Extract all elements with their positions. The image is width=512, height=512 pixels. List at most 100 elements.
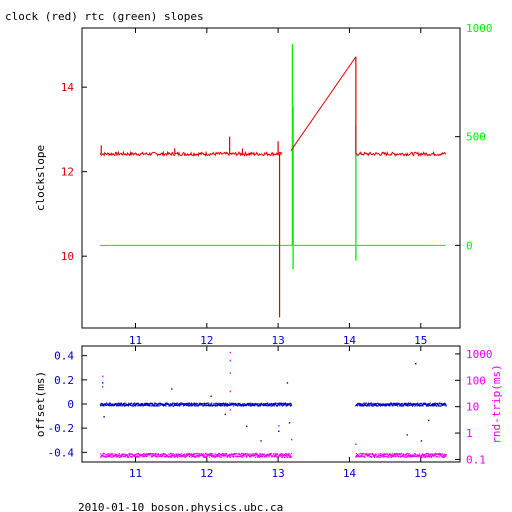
offset-point bbox=[112, 403, 114, 405]
offset-point bbox=[391, 403, 393, 405]
offset-point bbox=[134, 402, 136, 404]
rndtrip-point bbox=[280, 455, 282, 457]
offset-point bbox=[229, 403, 232, 405]
rndtrip-point bbox=[231, 454, 234, 456]
rndtrip-point bbox=[420, 454, 422, 456]
offset-point bbox=[240, 405, 242, 407]
offset-point bbox=[234, 402, 236, 405]
rndtrip-point bbox=[208, 456, 211, 458]
clock-series-line bbox=[355, 150, 447, 157]
rndtrip-point bbox=[360, 453, 363, 455]
rndtrip-point bbox=[399, 454, 401, 456]
offset-point bbox=[189, 403, 192, 405]
offset-point bbox=[176, 404, 178, 407]
rndtrip-point bbox=[152, 456, 154, 458]
rndtrip-point bbox=[221, 453, 223, 455]
offset-point bbox=[139, 405, 141, 407]
offset-point bbox=[257, 403, 259, 405]
offset-point bbox=[249, 403, 251, 405]
offset-point bbox=[441, 404, 443, 406]
rndtrip-point bbox=[431, 455, 433, 458]
rndtrip-point bbox=[363, 453, 365, 455]
rndtrip-point bbox=[270, 452, 272, 455]
offset-point bbox=[202, 403, 205, 405]
offset-point bbox=[438, 405, 440, 407]
rndtrip-point bbox=[222, 455, 224, 457]
offset-point bbox=[149, 404, 151, 406]
rndtrip-point bbox=[381, 455, 383, 458]
rndtrip-point bbox=[276, 453, 278, 455]
rndtrip-point bbox=[246, 455, 248, 457]
offset-point bbox=[363, 405, 365, 407]
offset-point bbox=[174, 403, 176, 405]
rndtrip-point bbox=[231, 453, 233, 455]
offset-point bbox=[387, 403, 389, 405]
offset-point bbox=[380, 404, 382, 406]
offset-point bbox=[109, 402, 112, 404]
rndtrip-point bbox=[137, 455, 139, 458]
offset-point bbox=[157, 404, 159, 406]
rndtrip-point bbox=[376, 456, 378, 458]
offset-point bbox=[249, 405, 252, 407]
rndtrip-point bbox=[186, 454, 189, 456]
rndtrip-point bbox=[226, 456, 228, 458]
rndtrip-point bbox=[389, 453, 391, 455]
offset-point bbox=[431, 403, 433, 406]
rndtrip-point bbox=[208, 453, 210, 455]
rndtrip-point bbox=[218, 453, 220, 455]
offset-point bbox=[412, 404, 414, 407]
offset-point bbox=[398, 403, 401, 405]
rndtrip-point bbox=[278, 456, 280, 458]
offset-point bbox=[414, 403, 416, 405]
rndtrip-point bbox=[139, 455, 141, 457]
rndtrip-point bbox=[136, 453, 138, 455]
offset-point bbox=[116, 403, 118, 405]
offset-point bbox=[375, 404, 377, 406]
rndtrip-point bbox=[288, 453, 290, 455]
rndtrip-point bbox=[190, 456, 192, 458]
rndtrip-point bbox=[208, 454, 210, 456]
offset-point bbox=[187, 404, 189, 406]
rndtrip-point bbox=[170, 455, 172, 457]
rndtrip-point bbox=[133, 454, 135, 456]
rndtrip-point bbox=[237, 453, 240, 455]
rndtrip-point bbox=[137, 455, 139, 457]
offset-point bbox=[140, 403, 143, 405]
rndtrip-point bbox=[364, 454, 366, 456]
rndtrip-point bbox=[217, 455, 219, 457]
rndtrip-point bbox=[204, 456, 206, 458]
rndtrip-point bbox=[285, 454, 287, 457]
rndtrip-point bbox=[421, 456, 423, 458]
offset-point bbox=[220, 405, 222, 407]
offset-point bbox=[157, 405, 159, 407]
rndtrip-point bbox=[254, 454, 256, 457]
rndtrip-point bbox=[356, 454, 358, 457]
rndtrip-point bbox=[382, 453, 384, 455]
rndtrip-point bbox=[138, 456, 141, 458]
offset-point bbox=[236, 403, 238, 406]
offset-point bbox=[178, 402, 180, 405]
rndtrip-point bbox=[109, 453, 111, 455]
rndtrip-point bbox=[150, 453, 152, 455]
offset-point bbox=[102, 403, 104, 405]
rndtrip-point bbox=[192, 456, 195, 458]
offset-point bbox=[137, 405, 139, 407]
offset-point bbox=[412, 403, 414, 406]
rndtrip-point bbox=[205, 452, 207, 455]
rndtrip-point bbox=[249, 453, 251, 455]
offset-point bbox=[219, 403, 221, 406]
offset-point bbox=[415, 404, 417, 406]
rndtrip-point bbox=[443, 456, 445, 458]
rndtrip-point bbox=[367, 455, 369, 457]
rndtrip-point bbox=[194, 455, 196, 458]
rndtrip-point bbox=[110, 455, 112, 457]
rndtrip-point bbox=[280, 454, 282, 456]
offset-point bbox=[365, 402, 367, 404]
rndtrip-point bbox=[393, 455, 395, 457]
offset-point bbox=[237, 405, 239, 407]
offset-point-outlier bbox=[224, 413, 227, 416]
offset-point bbox=[124, 402, 126, 404]
offset-point bbox=[428, 404, 430, 406]
offset-point bbox=[251, 403, 254, 405]
y-tick-label: 10 bbox=[61, 250, 74, 263]
